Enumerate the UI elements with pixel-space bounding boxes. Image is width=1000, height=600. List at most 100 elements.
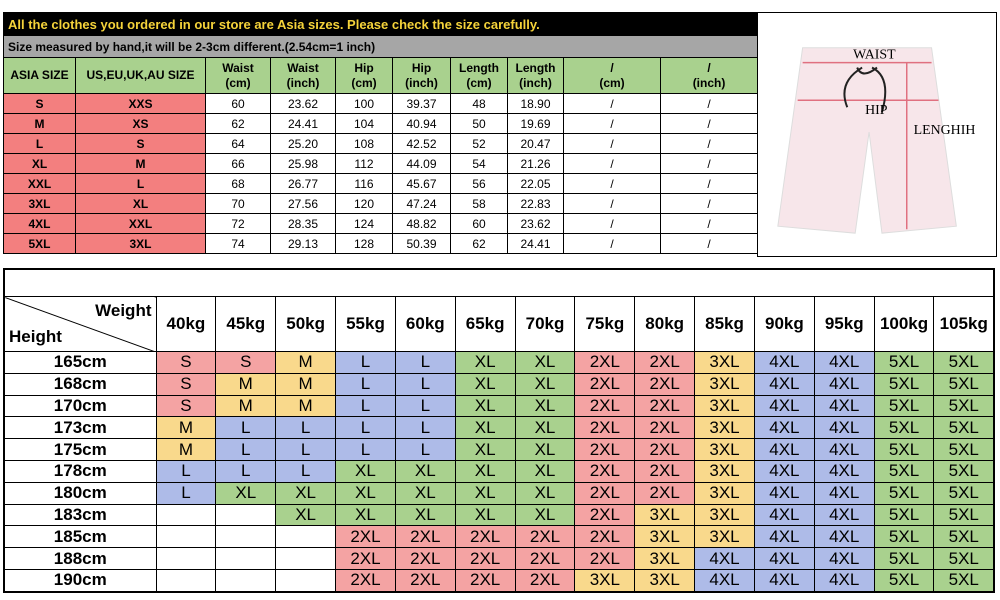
size-cell: 4XL — [813, 416, 875, 440]
size-cell: 3XL — [634, 503, 696, 527]
size-cell: 26.77 — [270, 173, 336, 194]
size-cell: XXL — [75, 213, 206, 234]
size-cell: XL — [394, 481, 456, 505]
size-cell: 40.94 — [392, 113, 451, 134]
size-cell: 104 — [335, 113, 393, 134]
header-text: (inch) — [286, 75, 320, 90]
size-cell: 4XL — [753, 568, 815, 593]
size-row: XXL L 68 26.77 116 45.67 56 22.05// — [3, 173, 759, 194]
size-cell: 5XL — [873, 438, 935, 461]
size-cell: 28.35 — [270, 213, 336, 234]
size-cell: 19.69 — [507, 113, 564, 134]
size-cell: / — [659, 113, 759, 134]
weight-cell: 85kg — [694, 296, 755, 352]
size-cell: 4XL — [753, 351, 815, 374]
size-cell: S — [75, 133, 206, 154]
size-cell: / — [563, 193, 661, 214]
size-cell: 5XL — [873, 547, 935, 570]
size-cell: 2XL — [394, 568, 456, 593]
empty-cell — [275, 547, 337, 570]
size-cell: / — [563, 93, 661, 114]
size-cell: XL — [454, 459, 516, 483]
height-row: 165cm S S M L L XL XL 2XL 2XL 3XL 4XL 4XL 5XL 5XL — [3, 351, 995, 374]
empty-cell — [215, 568, 277, 593]
size-cell: M — [155, 416, 217, 440]
size-cell: 5XL — [933, 503, 995, 527]
size-cell: 3XL — [634, 568, 696, 593]
size-cell: / — [659, 213, 759, 234]
size-cell: 3XL — [75, 233, 206, 254]
size-cell: 5XL — [933, 394, 995, 418]
size-cell: 5XL — [873, 459, 935, 483]
size-cell: S — [155, 394, 217, 418]
size-cell: XL — [454, 351, 516, 374]
header-text: ASIA SIZE — [10, 68, 69, 82]
size-cell: 5XL — [873, 372, 935, 396]
size-cell: 2XL — [574, 525, 636, 549]
size-cell: 56 — [450, 173, 508, 194]
size-cell: 108 — [335, 133, 393, 154]
empty-cell — [155, 525, 217, 549]
height-cell: 180cm — [3, 481, 157, 505]
size-cell: XL — [3, 153, 76, 174]
height-cell: 170cm — [3, 394, 157, 418]
header-text: Waist — [222, 60, 254, 75]
empty-cell — [155, 568, 217, 593]
size-cell: M — [275, 351, 337, 374]
size-cell: M — [75, 153, 206, 174]
size-cell: 3XL — [694, 481, 755, 505]
empty-cell — [275, 568, 337, 593]
size-cell: S — [155, 351, 217, 374]
size-cell: 4XL — [753, 459, 815, 483]
size-cell: 4XL — [813, 568, 875, 593]
size-cell: 3XL — [634, 525, 696, 549]
size-cell: L — [3, 133, 76, 154]
size-cell: 58 — [450, 193, 508, 214]
size-cell: 3XL — [694, 525, 755, 549]
size-cell: XL — [454, 438, 516, 461]
size-cell: 22.05 — [507, 173, 564, 194]
size-cell: 23.62 — [270, 93, 336, 114]
size-cell: L — [335, 372, 396, 396]
size-cell: 27.56 — [270, 193, 336, 214]
size-cell: 25.98 — [270, 153, 336, 174]
size-cell: XL — [275, 481, 337, 505]
size-cell: 44.09 — [392, 153, 451, 174]
empty-cell — [215, 525, 277, 549]
size-cell: 2XL — [574, 481, 636, 505]
size-cell: 4XL — [813, 372, 875, 396]
header-text: (cm) — [466, 75, 492, 90]
size-cell: L — [215, 416, 277, 440]
size-cell: 4XL — [753, 503, 815, 527]
size-cell: 5XL — [873, 416, 935, 440]
notice-row: All the clothes you ordered in our store… — [2, 12, 759, 36]
size-cell: 4XL — [813, 503, 875, 527]
size-cell: XS — [75, 113, 206, 134]
height-cell: 173cm — [3, 416, 157, 440]
size-cell: 128 — [335, 233, 393, 254]
header-cell: Waist (cm) — [205, 57, 271, 94]
notice-subtitle: Size measured by hand,it will be 2-3cm d… — [2, 35, 759, 58]
size-cell: 5XL — [933, 525, 995, 549]
size-cell: 47.24 — [392, 193, 451, 214]
size-cell: 2XL — [574, 459, 636, 483]
size-cell: 3XL — [634, 547, 696, 570]
height-row: 178cm L L L XL XL XL XL 2XL 2XL 3XL 4XL 4XL 5XL 5XL — [3, 459, 995, 483]
size-cell: 64 — [205, 133, 271, 154]
size-cell: XL — [514, 503, 576, 527]
empty-cell — [215, 503, 277, 527]
size-cell: 21.26 — [507, 153, 564, 174]
size-row: 3XL XL 70 27.56 120 47.24 58 22.83// — [3, 193, 759, 214]
size-cell: / — [563, 233, 661, 254]
weight-row: Weight Height 40kg 45kg 50kg 55kg 60kg 65kg 70kg… — [3, 296, 995, 352]
size-cell: 2XL — [574, 351, 636, 374]
size-cell: 4XL — [813, 525, 875, 549]
size-cell: 2XL — [454, 568, 516, 593]
size-cell: 4XL — [3, 213, 76, 234]
size-cell: XL — [514, 372, 576, 396]
size-cell: XL — [514, 351, 576, 374]
weight-cell: 60kg — [394, 296, 456, 352]
drawstring — [843, 66, 887, 113]
size-cell: L — [275, 459, 337, 483]
size-cell: XL — [394, 459, 456, 483]
